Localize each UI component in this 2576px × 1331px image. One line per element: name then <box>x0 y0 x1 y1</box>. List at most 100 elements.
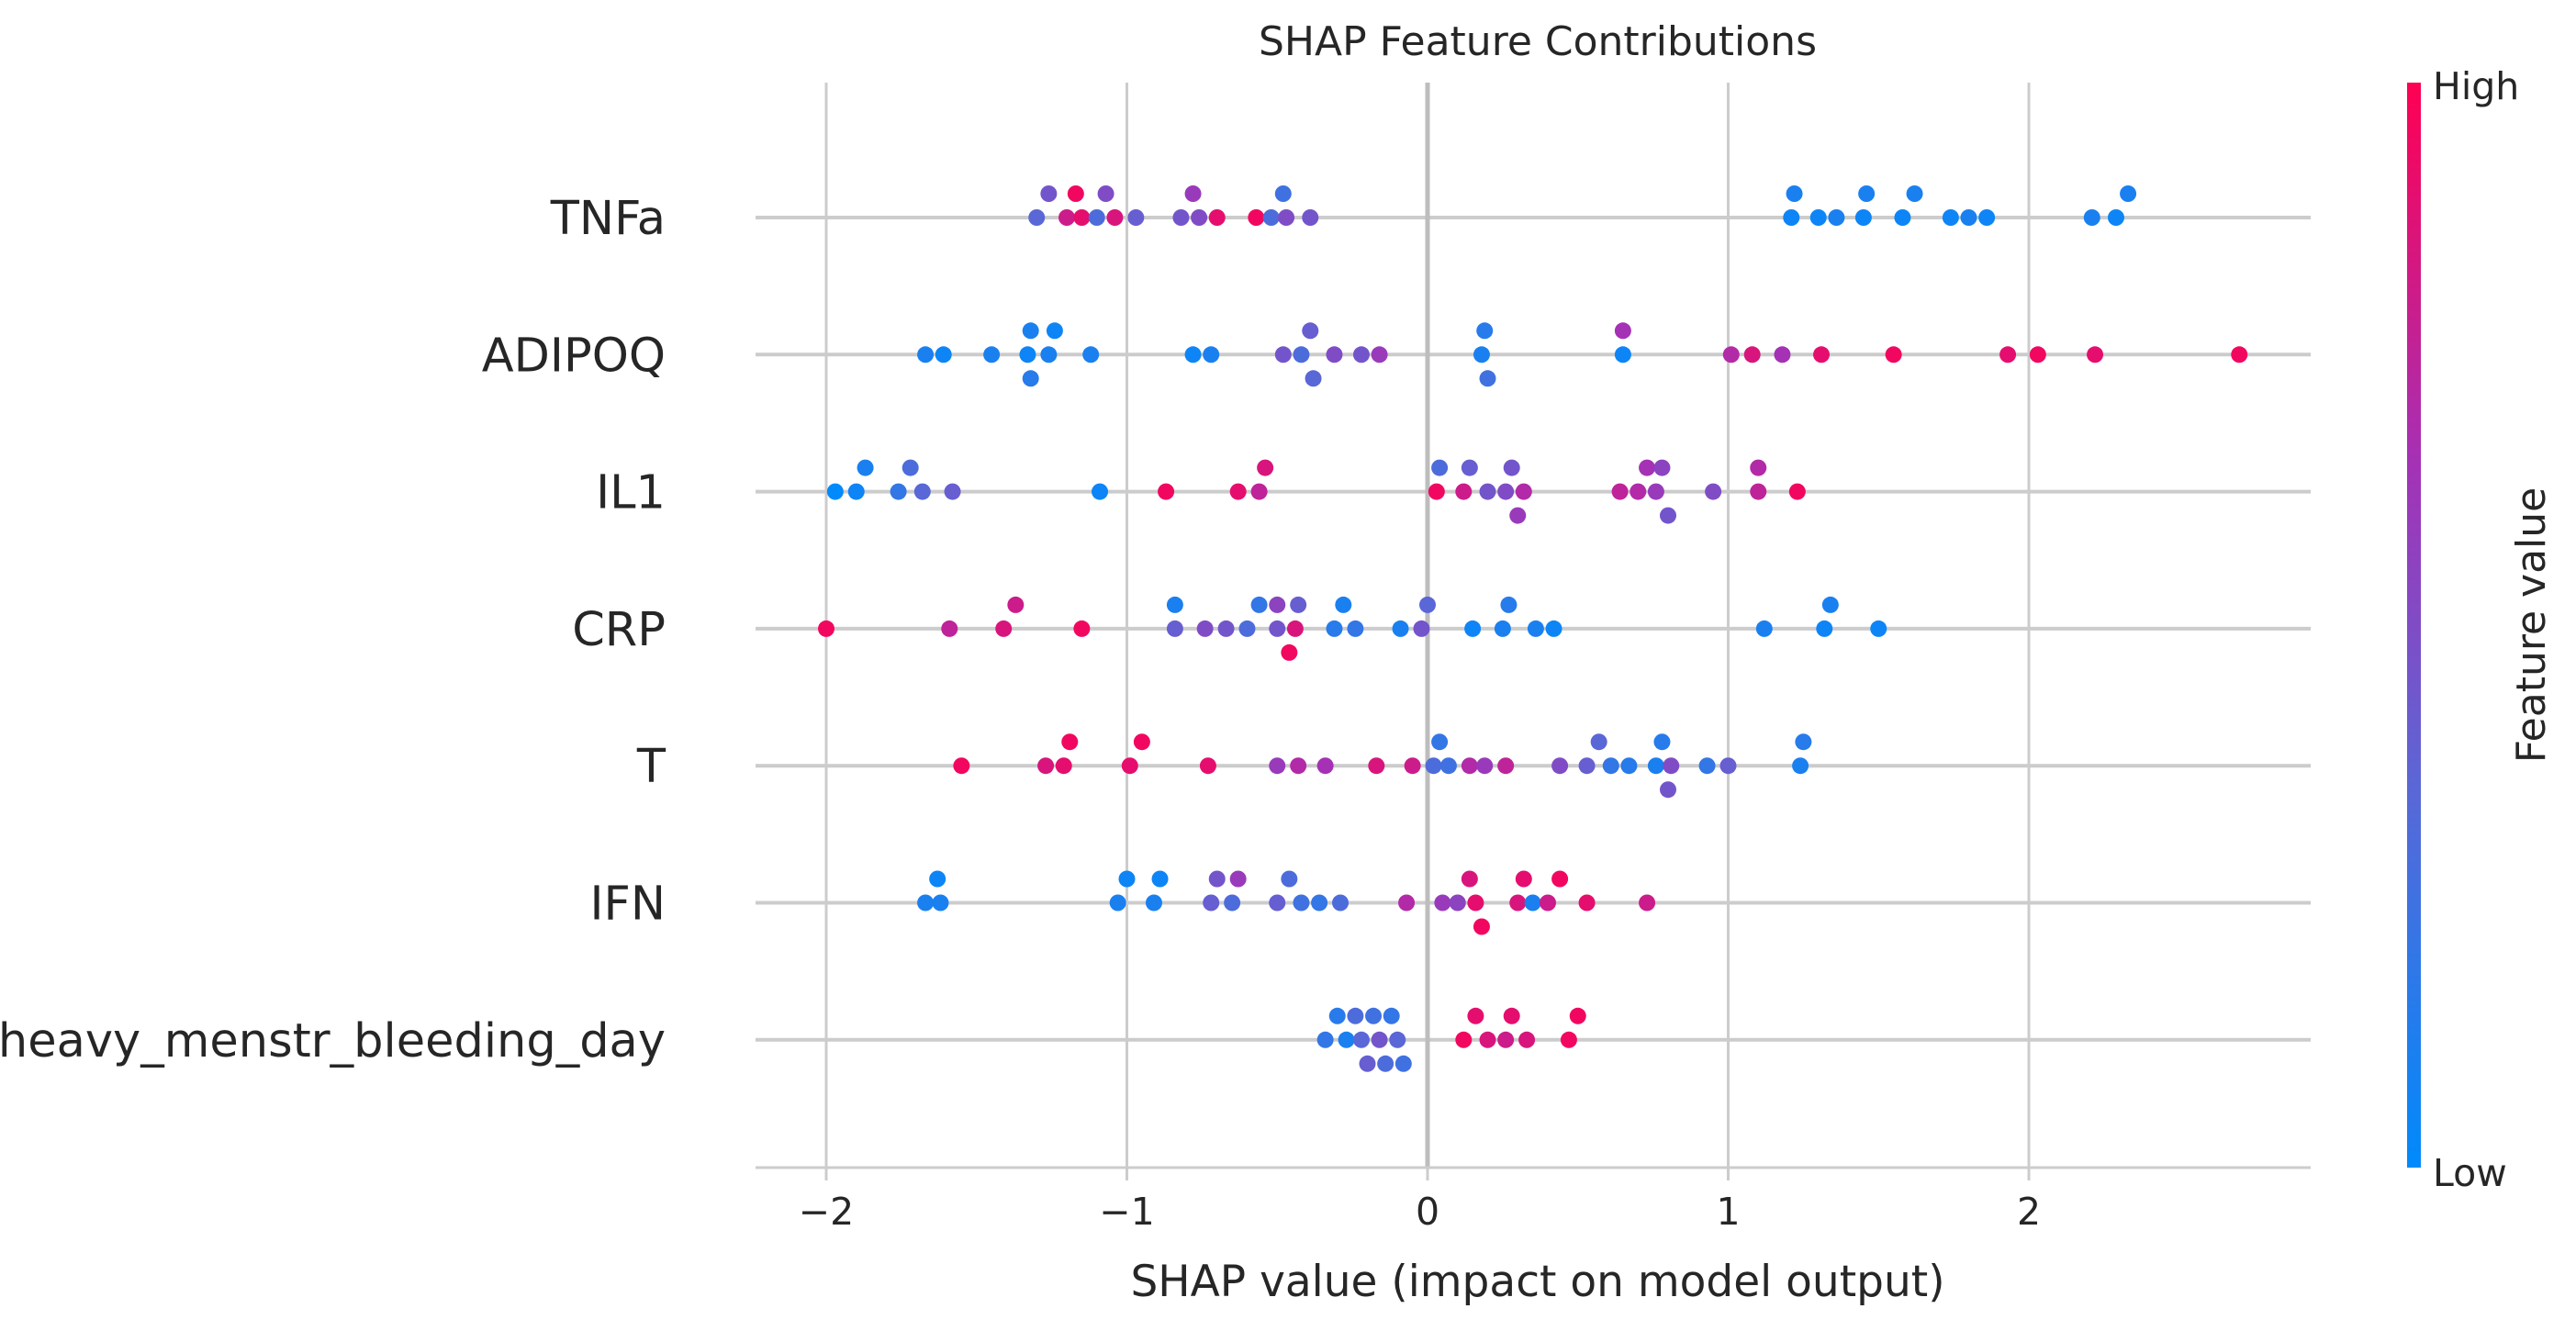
shap-point <box>1503 459 1520 476</box>
shap-point <box>1326 346 1343 364</box>
shap-point <box>1497 757 1515 775</box>
shap-point <box>1473 918 1490 935</box>
shap-point <box>1663 757 1680 775</box>
shap-point <box>1208 870 1226 888</box>
shap-point <box>1428 483 1445 500</box>
shap-point <box>1199 757 1216 775</box>
shap-point <box>1293 346 1310 364</box>
shap-point <box>1398 894 1416 912</box>
shap-point <box>1858 185 1876 202</box>
shap-point <box>1479 483 1496 500</box>
shap-point <box>1518 1031 1536 1048</box>
shap-point <box>1639 894 1656 912</box>
shap-point <box>1335 596 1352 613</box>
shap-point <box>1067 185 1084 202</box>
shap-point <box>1653 459 1671 476</box>
shap-point <box>1999 346 2017 364</box>
shap-point <box>1439 757 1457 775</box>
colorbar-high-label: High <box>2433 64 2519 108</box>
shap-point <box>1792 757 1809 775</box>
shap-point <box>1359 1055 1376 1072</box>
shap-point <box>1347 1007 1364 1024</box>
shap-point <box>1316 1031 1334 1048</box>
shap-point <box>2083 209 2100 226</box>
shap-point <box>2120 185 2137 202</box>
shap-point <box>1578 757 1596 775</box>
shap-point <box>1229 870 1247 888</box>
shap-point <box>944 483 961 500</box>
shap-point <box>1073 620 1091 637</box>
shap-point <box>1217 620 1235 637</box>
shap-point <box>1118 870 1136 888</box>
shap-point <box>1455 483 1473 500</box>
shap-point <box>1551 870 1569 888</box>
shap-point <box>1281 870 1298 888</box>
shap-point <box>1750 483 1767 500</box>
shap-point <box>1088 209 1105 226</box>
shap-point <box>1515 870 1532 888</box>
shap-point <box>1774 346 1791 364</box>
shap-point <box>935 346 952 364</box>
shap-point <box>941 620 958 637</box>
shap-point <box>1755 620 1773 637</box>
shap-point <box>890 483 907 500</box>
shap-point <box>1960 209 1977 226</box>
shap-point <box>1509 507 1527 524</box>
shap-point <box>1007 596 1025 613</box>
shap-point <box>1743 346 1761 364</box>
shap-point <box>1590 733 1607 751</box>
shap-point <box>1097 185 1114 202</box>
shap-point <box>1497 1031 1515 1048</box>
shap-point <box>1133 733 1150 751</box>
shap-point <box>1461 870 1478 888</box>
shap-point <box>1660 507 1676 524</box>
shap-point <box>1854 209 1872 226</box>
shap-point <box>1121 757 1138 775</box>
shap-point <box>1614 346 1631 364</box>
shap-point <box>1978 209 1996 226</box>
x-tick-label: 0 <box>1416 1190 1439 1234</box>
shap-point <box>857 459 874 476</box>
shap-point <box>1476 757 1494 775</box>
shap-point <box>1290 596 1307 613</box>
shap-point <box>1813 346 1831 364</box>
shap-point <box>1722 346 1740 364</box>
shap-point <box>1257 459 1274 476</box>
shap-point <box>1248 209 1265 226</box>
feature-label: CRP <box>572 603 666 657</box>
shap-point <box>1196 620 1214 637</box>
shap-point <box>826 483 844 500</box>
x-axis-label: SHAP value (impact on model output) <box>1130 1257 1944 1307</box>
shap-point <box>1302 209 1319 226</box>
shap-point <box>1392 620 1409 637</box>
shap-point <box>995 620 1013 637</box>
shap-point <box>1365 1007 1383 1024</box>
shap-point <box>1338 1031 1355 1048</box>
shap-point <box>1467 1007 1484 1024</box>
shap-point <box>1545 620 1562 637</box>
shap-point <box>1269 596 1286 613</box>
x-ticks: −2 −1 0 1 2 <box>799 1168 2041 1234</box>
shap-point <box>1019 346 1036 364</box>
colorbar-low-label: Low <box>2433 1151 2507 1195</box>
shap-point <box>1274 185 1292 202</box>
x-tick-label: −1 <box>1099 1190 1154 1234</box>
shap-point <box>2107 209 2124 226</box>
shap-point <box>1419 596 1436 613</box>
shap-point <box>1286 620 1304 637</box>
shap-point <box>1647 483 1664 500</box>
shap-point <box>1614 322 1631 340</box>
shap-point <box>953 757 970 775</box>
shap-point <box>1647 757 1664 775</box>
shap-point <box>1055 757 1072 775</box>
shap-point <box>1145 894 1162 912</box>
shap-point <box>1828 209 1845 226</box>
shap-point <box>1479 370 1496 387</box>
shap-point <box>1269 894 1286 912</box>
shap-point <box>1028 209 1046 226</box>
shap-point <box>1274 346 1292 364</box>
shap-point <box>1942 209 1959 226</box>
shap-point <box>1022 370 1039 387</box>
shap-point <box>983 346 1001 364</box>
shap-point <box>1509 894 1527 912</box>
